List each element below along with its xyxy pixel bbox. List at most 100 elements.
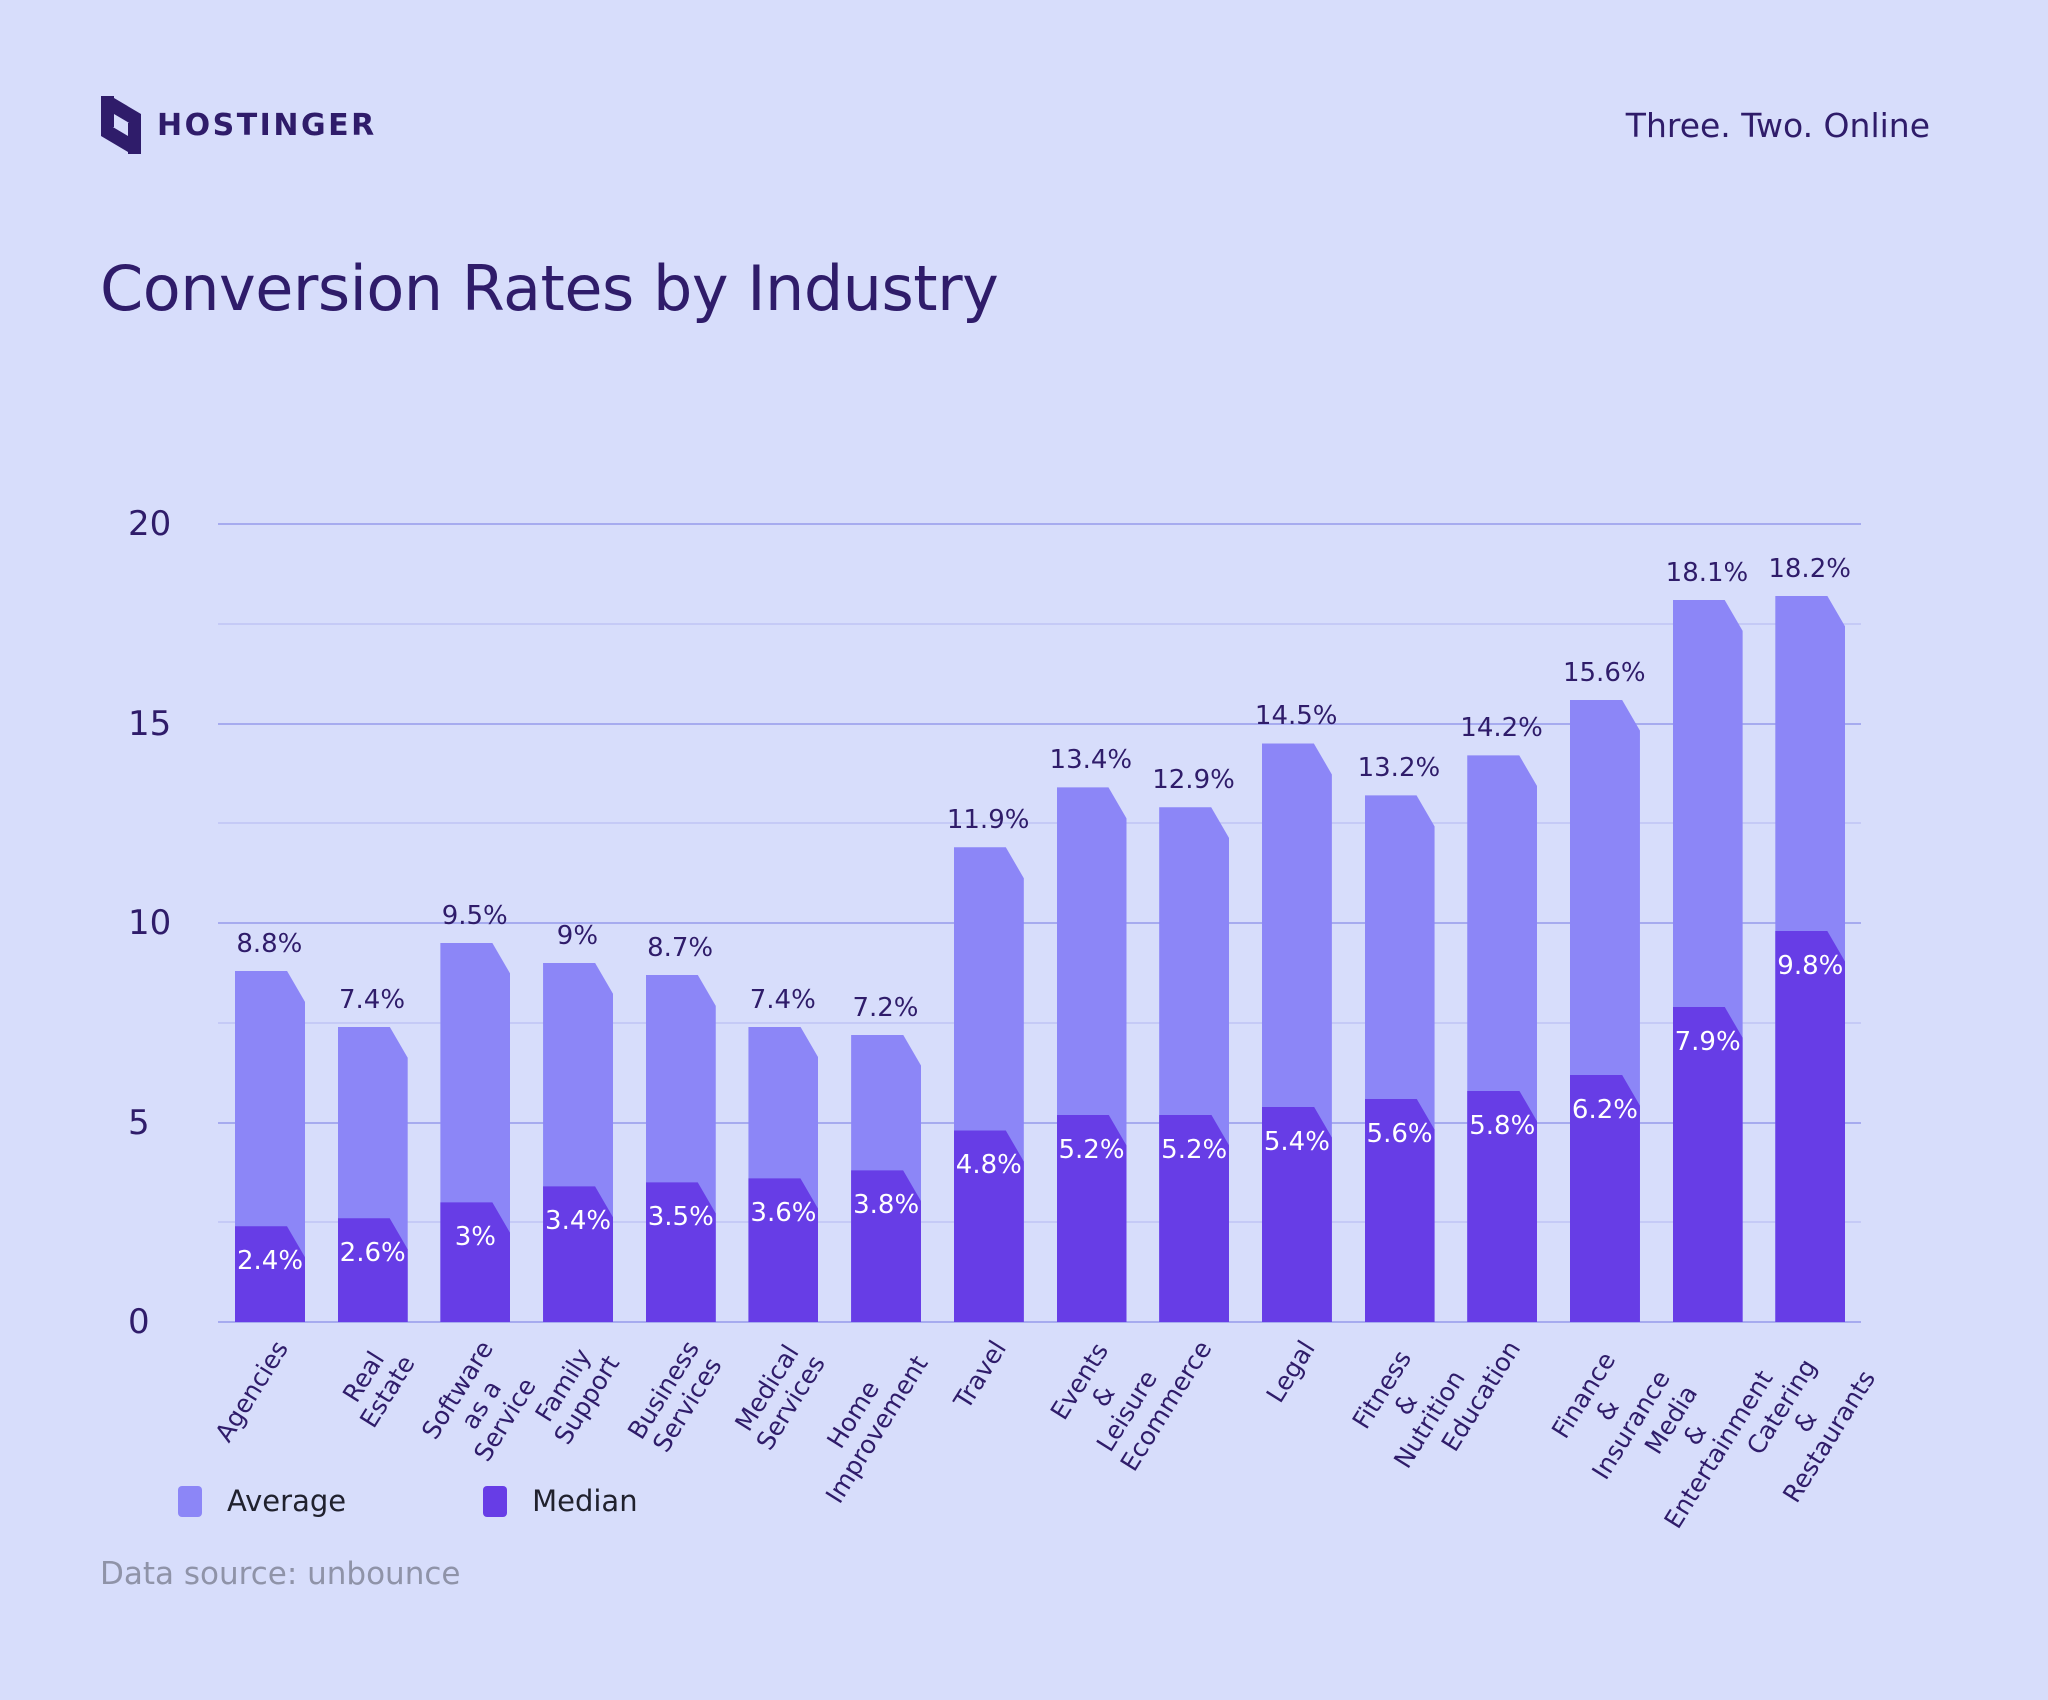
page-title: Conversion Rates by Industry [100,252,999,325]
median-value-label: 7.9% [1674,1026,1741,1057]
bar-group: 13.4% 5.2% Events & Leisure [1040,524,1162,1456]
median-bar [235,1226,305,1322]
hostinger-logo-icon [101,96,141,154]
median-bar [543,1186,613,1322]
bar-group: 8.8% 2.4% Agencies [209,524,321,1447]
median-value-label: 2.6% [339,1238,406,1269]
y-axis-tick: 0 [128,1302,150,1342]
average-value-label: 8.7% [647,932,714,963]
median-bar [1673,1007,1743,1322]
average-value-label: 12.9% [1152,765,1235,796]
median-bar [748,1178,818,1322]
median-bar [1159,1115,1229,1322]
bar-group: 18.1% 7.9% Media & Entertainment [1639,524,1779,1534]
x-axis-category-label: Real Estate [336,1346,421,1433]
median-bar [1775,931,1845,1322]
x-axis-category-label: Business Services [621,1335,727,1458]
median-bar [1057,1115,1127,1322]
average-value-label: 14.2% [1460,713,1543,744]
median-bar [1570,1075,1640,1322]
average-value-label: 9.5% [441,900,508,931]
median-swatch [483,1485,508,1517]
median-bar [954,1130,1024,1322]
data-source-note: Data source: unbounce [100,1556,461,1592]
brand-name: HOSTINGER [157,107,377,143]
average-value-label: 7.4% [749,984,816,1015]
average-value-label: 8.8% [236,928,303,959]
bar-group: 7.2% 3.8% Home Improvement [820,524,937,1509]
x-axis-category-label: Travel [948,1335,1013,1414]
bar-group: 14.5% 5.4% Legal [1245,524,1348,1407]
median-value-label: 3.6% [750,1198,817,1229]
median-value-label: 5.4% [1263,1126,1330,1157]
brand: HOSTINGER [100,94,377,156]
gridline-major [218,722,1861,725]
bar-group: 11.9% 4.8% Travel [937,524,1040,1414]
x-axis-category-label: Family Support [529,1343,626,1450]
x-axis-category-label: Fitness & Nutrition [1346,1345,1471,1474]
average-value-label: 13.2% [1357,753,1441,784]
bar-group: 7.4% 3.6% Medical Services [729,524,834,1455]
legend-label-average: Average [227,1484,347,1518]
legend-item-average: Average [178,1484,346,1518]
bar-group: 9% 3.4% Family Support [526,524,629,1450]
x-axis-category-label: Agencies [209,1335,294,1447]
header: HOSTINGER Three. Two. Online [100,86,1930,164]
bar-group: 9.5% 3% Software as a Service [416,524,542,1466]
median-value-label: 3.8% [853,1190,920,1221]
average-value-label: 15.6% [1562,657,1646,688]
header-tagline: Three. Two. Online [1625,105,1930,145]
median-bar [851,1170,921,1322]
average-swatch [178,1485,202,1517]
median-value-label: 3.5% [647,1202,714,1233]
average-value-label: 13.4% [1049,745,1133,776]
median-value-label: 5.2% [1161,1134,1228,1165]
median-bar [338,1218,408,1322]
plot-area: 0 5 10 15 20 8.8% 2.4% Agencies 7.4% 2.6% Real Esta… [128,504,1882,1534]
chart-legend: Average Median [178,1484,638,1518]
bar-group: 14.2% 5.8% Education [1435,524,1553,1456]
median-value-label: 9.8% [1777,950,1844,981]
bar-group: 18.2% 9.8% Catering & Restaurants [1741,524,1881,1508]
bar-group: 8.7% 3.5% Business Services [621,524,732,1457]
gridline-major [218,922,1861,924]
legend-item-median: Median [483,1484,638,1518]
gridline-minor [218,822,1861,825]
median-value-label: 5.2% [1058,1134,1125,1165]
average-value-label: 7.2% [852,992,919,1023]
y-axis-tick: 20 [128,504,172,544]
average-value-label: 7.4% [339,984,406,1015]
y-axis-tick: 5 [128,1102,150,1143]
x-axis-category-label: Catering & Restaurants [1741,1353,1882,1508]
median-value-label: 3.4% [545,1206,612,1237]
average-value-label: 18.2% [1768,553,1851,584]
bar-group: 12.9% 5.2% Ecommerce [1115,524,1245,1476]
gridline-major [218,1321,1861,1323]
median-bar [1262,1107,1332,1322]
gridline-major [218,1121,1861,1124]
gridline-minor [218,1021,1861,1024]
median-value-label: 2.4% [236,1246,304,1277]
median-bar [1365,1099,1435,1322]
y-axis-tick: 15 [128,703,172,744]
average-value-label: 9% [556,920,599,951]
median-bar [646,1182,716,1322]
median-value-label: 4.8% [955,1150,1022,1181]
x-axis-category-label: Legal [1260,1335,1321,1408]
median-bar [440,1202,510,1322]
x-axis-category-label: Medical Services [729,1339,831,1456]
gridline-minor [218,1221,1861,1224]
average-value-label: 14.5% [1254,701,1338,732]
legend-label-median: Median [532,1484,638,1518]
average-value-label: 11.9% [946,805,1030,836]
x-axis-category-label: Software as a Service [416,1335,542,1467]
median-value-label: 3% [454,1222,496,1253]
y-axis-tick: 10 [128,903,172,943]
median-bar [1467,1091,1537,1322]
bar-group: 13.2% 5.6% Fitness & Nutrition [1347,524,1471,1473]
bar-group: 15.6% 6.2% Finance & Insurance [1546,524,1676,1485]
bars-row: 8.8% 2.4% Agencies 7.4% 2.6% Real Estate 9.5% 3%… [209,524,1881,1534]
median-value-label: 5.6% [1366,1118,1433,1149]
gridline-major [218,523,1861,525]
median-value-label: 5.8% [1469,1110,1536,1141]
